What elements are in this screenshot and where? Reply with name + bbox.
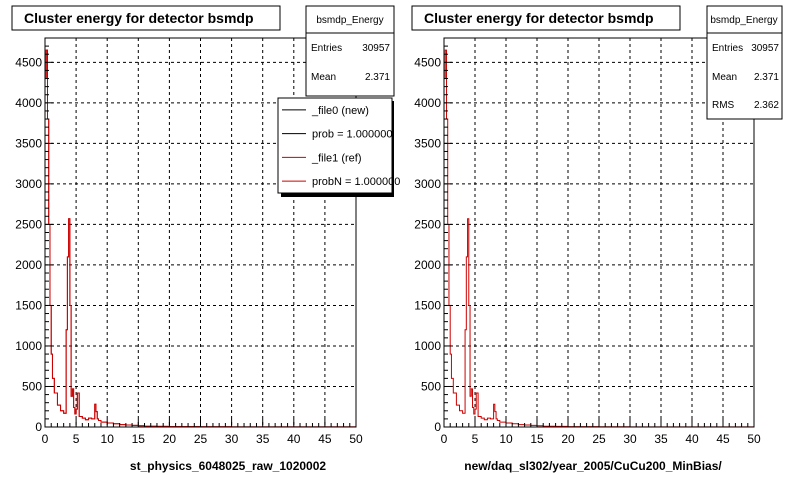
legend-entries: _file0 (new) prob = 1.000000 _file1 (ref) p…: [282, 105, 400, 188]
left-x-tick-label-1: 5: [73, 432, 80, 446]
left-y-tick-label-6: 3000: [15, 177, 42, 191]
left-x-tick-label-2: 10: [101, 432, 115, 446]
right-x-tick-label-1: 5: [472, 432, 479, 446]
left-x-tick-label-6: 30: [225, 432, 239, 446]
left-title-box: [11, 5, 281, 31]
left-y-tick-label-3: 1500: [15, 298, 42, 312]
right-x-tick-label-5: 25: [592, 432, 606, 446]
left-y-tick-label-7: 3500: [15, 136, 42, 150]
right-y-tick-label-4: 2000: [414, 258, 441, 272]
right-plot-area: 0 5 10 15 20 25 30 35 40 45 5005001000150020002500…: [414, 37, 761, 446]
left-y-tick-label-4: 2000: [15, 258, 42, 272]
left-stats-box: bsmdp_Energy Entries 30957 Mean 2.371: [305, 5, 395, 97]
right-stats-box: bsmdp_Energy Entries 30957 Mean 2.371 RM…: [706, 5, 783, 120]
legend-entry-2: _file1 (ref): [311, 152, 362, 164]
left-title: Cluster energy for detector bsmdp: [24, 10, 254, 26]
right-x-tick-label-8: 40: [685, 432, 699, 446]
left-stats-frame: [305, 5, 395, 97]
left-x-tick-label-3: 15: [132, 432, 146, 446]
right-title-box: [411, 5, 681, 31]
left-y-tick-label-8: 4000: [15, 96, 42, 110]
left-x-tick-label-0: 0: [42, 432, 49, 446]
left-stats-entries-value: 30957: [362, 43, 390, 54]
right-x-tick-label-7: 35: [654, 432, 668, 446]
legend-entry-1: prob = 1.000000: [312, 129, 392, 141]
right-x-tick-label-9: 45: [716, 432, 730, 446]
right-x-tick-label-2: 10: [499, 432, 513, 446]
right-y-tick-label-3: 1500: [414, 298, 441, 312]
right-x-tick-label-3: 15: [530, 432, 544, 446]
right-y-tick-label-5: 2500: [414, 217, 441, 231]
right-x-axis-label: new/daq_sl302/year_2005/CuCu200_MinBias/: [464, 459, 722, 473]
left-y-tick-label-1: 500: [22, 379, 42, 393]
right-stats-mean-value: 2.371: [754, 72, 779, 83]
legend-frame: [277, 97, 393, 194]
left-stats-entries-label: Entries: [311, 43, 342, 54]
right-stats-name: bsmdp_Energy: [710, 15, 777, 26]
right-y-tick-label-1: 500: [421, 379, 441, 393]
left-x-tick-label-4: 20: [163, 432, 177, 446]
right-stats-entries-value: 30957: [751, 43, 779, 54]
left-y-tick-label-2: 1000: [15, 339, 42, 353]
left-y-tick-label-5: 2500: [15, 217, 42, 231]
left-x-tick-label-7: 35: [256, 432, 270, 446]
left-stats-name: bsmdp_Energy: [316, 15, 383, 26]
left-x-tick-label-8: 40: [287, 432, 301, 446]
left-histogram-panel: Cluster energy for detector bsmdp 0 5 10 15…: [11, 5, 400, 473]
right-stats-entries-label: Entries: [712, 43, 743, 54]
right-stats-rms-label: RMS: [712, 100, 735, 111]
left-y-tick-label-0: 0: [35, 420, 42, 434]
right-title: Cluster energy for detector bsmdp: [424, 10, 654, 26]
left-stats-mean-label: Mean: [311, 72, 336, 83]
left-stats-mean-value: 2.371: [365, 72, 390, 83]
legend-entry-3: probN = 1.000000: [312, 176, 400, 188]
right-x-tick-label-6: 30: [623, 432, 637, 446]
right-histogram-panel: Cluster energy for detector bsmdp 0 5 10 15…: [411, 5, 783, 473]
right-x-tick-label-10: 50: [747, 432, 761, 446]
right-y-tick-label-6: 3000: [414, 177, 441, 191]
left-y-tick-label-9: 4500: [15, 55, 42, 69]
left-x-tick-label-9: 45: [318, 432, 332, 446]
legend-box: _file0 (new) prob = 1.000000 _file1 (ref) p…: [277, 97, 400, 197]
left-x-tick-label-5: 25: [194, 432, 208, 446]
right-y-tick-label-2: 1000: [414, 339, 441, 353]
right-stats-frame: [706, 5, 783, 120]
legend-entry-0: _file0 (new): [311, 105, 369, 117]
right-stats-mean-label: Mean: [712, 72, 737, 83]
left-x-tick-label-10: 50: [349, 432, 363, 446]
right-stats-rms-value: 2.362: [754, 100, 779, 111]
left-x-axis-label: st_physics_6048025_raw_1020002: [130, 459, 326, 473]
right-y-tick-label-0: 0: [434, 420, 441, 434]
right-x-tick-label-0: 0: [441, 432, 448, 446]
right-y-tick-label-9: 4500: [414, 55, 441, 69]
right-y-tick-label-7: 3500: [414, 136, 441, 150]
right-y-tick-label-8: 4000: [414, 96, 441, 110]
right-x-tick-label-4: 20: [561, 432, 575, 446]
